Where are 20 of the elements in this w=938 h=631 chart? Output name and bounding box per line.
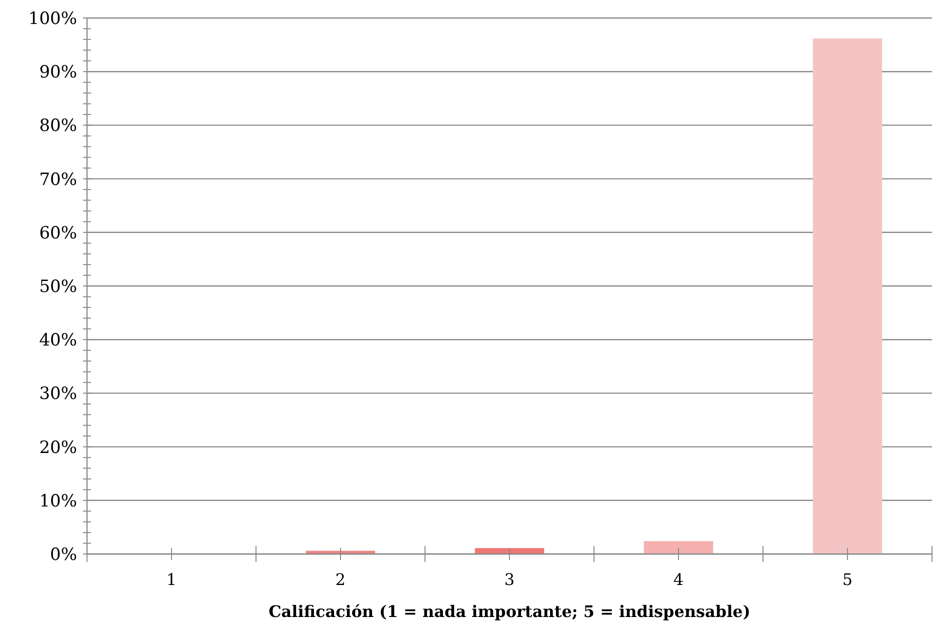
bar <box>474 548 544 554</box>
x-axis-title: Calificación (1 = nada importante; 5 = indispensable) <box>268 602 750 621</box>
y-tick-label: 60% <box>39 223 77 244</box>
y-tick-label: 80% <box>39 116 77 136</box>
bar <box>812 38 882 554</box>
x-tick-label: 1 <box>166 570 177 589</box>
x-tick-label: 3 <box>504 570 515 589</box>
y-tick-label: 20% <box>39 438 77 458</box>
y-tick-label: 40% <box>39 330 77 351</box>
y-tick-label: 70% <box>39 170 77 190</box>
x-tick-label: 5 <box>842 570 853 589</box>
y-tick-label: 50% <box>39 276 77 297</box>
y-tick-label: 100% <box>28 8 77 29</box>
x-tick-label: 2 <box>335 570 346 589</box>
y-tick-label: 10% <box>39 491 77 512</box>
y-tick-label: 90% <box>39 62 77 83</box>
bar <box>644 541 714 554</box>
x-tick-label: 4 <box>673 570 684 589</box>
y-tick-label: 30% <box>39 384 77 404</box>
y-tick-label: 0% <box>50 544 77 565</box>
